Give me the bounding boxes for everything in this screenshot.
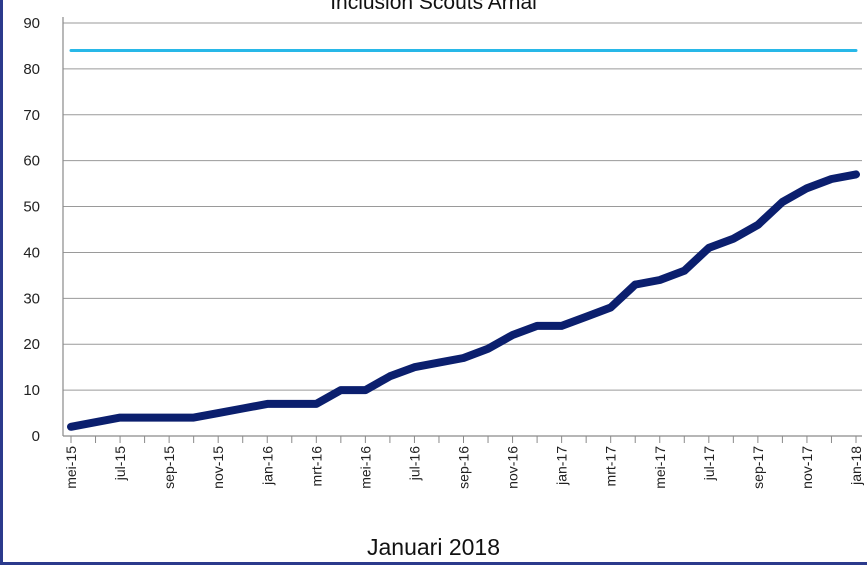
y-tick-label: 10 [23,382,40,399]
x-tick-label: sep-16 [456,446,472,489]
series-line-progress [67,170,860,431]
y-tick-label: 70 [23,107,40,124]
x-tick-label: jan-18 [848,446,864,486]
gridlines [63,22,862,391]
frame-bottom-border [0,562,867,565]
y-tick-label: 40 [23,244,40,261]
x-tick-label: jan-17 [554,446,570,486]
x-tick-label: mrt-16 [308,446,324,487]
x-tick-label: mei-17 [652,446,668,489]
x-tick-label: sep-17 [750,446,766,489]
y-tick-label: 60 [23,153,40,170]
x-tick-label: nov-16 [505,446,521,489]
frame-left-border [0,0,3,565]
x-tick-label: sep-15 [161,446,177,489]
x-tick-label: jul-17 [701,446,717,481]
x-tick-label: jul-16 [406,446,422,481]
y-tick-label: 0 [32,428,40,445]
x-tick-label: nov-17 [799,446,815,489]
chart-title: Inclusion Scouts Arhal [330,0,537,14]
y-tick-label: 80 [23,61,40,78]
series-lines [67,49,860,431]
y-tick-label: 50 [23,199,40,216]
x-tick-labels: mei-15 jul-15 sep-15 nov-15 jan-16 mrt-16 mei-… [63,446,864,489]
axes [62,17,862,443]
y-tick-labels: 0 10 20 30 40 50 60 70 80 90 [23,15,40,445]
x-tick-label: mei-15 [63,446,79,489]
x-tick-label: mei-16 [357,446,373,489]
x-tick-label: nov-15 [210,446,226,489]
x-tick-label: mrt-17 [603,446,619,487]
x-tick-label: jul-15 [112,446,128,481]
y-tick-label: 20 [23,336,40,353]
x-tick-label: jan-16 [259,446,275,486]
chart-subtitle: Januari 2018 [367,534,500,560]
y-tick-label: 90 [23,15,40,32]
y-tick-label: 30 [23,290,40,307]
